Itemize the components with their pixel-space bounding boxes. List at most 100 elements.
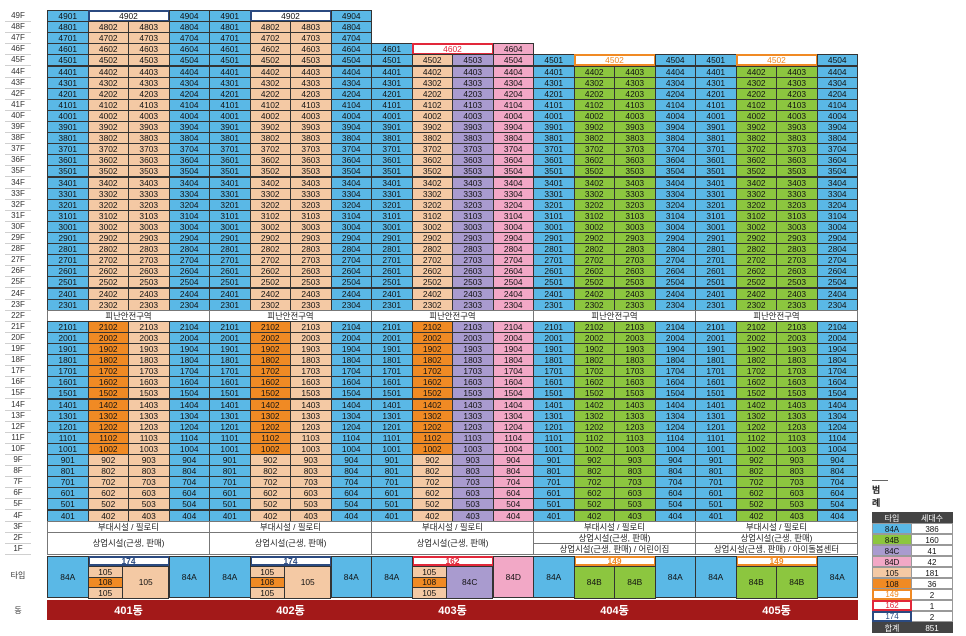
- floor-label: 23F: [5, 299, 31, 311]
- legend-total-count: 851: [912, 622, 953, 633]
- legend-count: 1: [912, 600, 953, 611]
- floor-label: 36F: [5, 154, 31, 167]
- legend-row: 162 1: [872, 600, 955, 611]
- legend-header: 타입 세대수: [872, 512, 955, 523]
- floor-label: 27F: [5, 254, 31, 267]
- floor-label: 3F: [5, 521, 31, 533]
- type-block[interactable]: 84A: [209, 555, 251, 598]
- floor-label: 22F: [5, 310, 31, 322]
- floor-label: 39F: [5, 121, 31, 133]
- legend-count: 2: [912, 589, 953, 600]
- floor-label: 40F: [5, 110, 31, 122]
- unit-cell[interactable]: 1404: [816, 398, 858, 411]
- dong-label[interactable]: 401동: [47, 599, 210, 620]
- dong-label[interactable]: 405동: [695, 599, 858, 620]
- legend-row: 84B 160: [872, 534, 955, 545]
- floor-label: 10F: [5, 443, 31, 455]
- type-block[interactable]: 84A: [330, 555, 372, 598]
- floor-label: 32F: [5, 199, 31, 211]
- floor-label: 46F: [5, 43, 31, 56]
- type-block[interactable]: 84B: [735, 565, 777, 599]
- floor-label: 41F: [5, 99, 31, 111]
- floor-label: 9F: [5, 454, 31, 466]
- type-block[interactable]: 84B: [614, 565, 656, 599]
- dong-label[interactable]: 403동: [371, 599, 534, 620]
- legend-type: 162: [872, 600, 912, 611]
- type-block[interactable]: 105: [411, 587, 447, 599]
- floor-label: 48F: [5, 21, 31, 34]
- floor-label: 29F: [5, 232, 31, 244]
- legend-header-count: 세대수: [912, 512, 953, 523]
- floor-label: 11F: [5, 432, 31, 444]
- floor-label: 4F: [5, 510, 31, 522]
- type-block[interactable]: 105: [283, 565, 332, 599]
- legend-row: 84C 41: [872, 545, 955, 556]
- type-block[interactable]: 84A: [533, 555, 575, 598]
- floor-label: 2F: [5, 532, 31, 544]
- type-header[interactable]: 174: [249, 555, 332, 566]
- floor-label: 14F: [5, 399, 31, 411]
- floor-label: 6F: [5, 487, 31, 500]
- unit-cell-special[interactable]: 4502: [735, 54, 818, 67]
- type-block[interactable]: 105: [87, 587, 123, 599]
- type-block[interactable]: 84B: [776, 565, 818, 599]
- type-block[interactable]: 84C: [445, 565, 494, 599]
- floor-label: 21F: [5, 321, 31, 333]
- floor-label: 43F: [5, 77, 31, 89]
- legend-title: 범례: [872, 480, 888, 509]
- type-header[interactable]: 149: [573, 555, 656, 566]
- floor-label: 30F: [5, 221, 31, 233]
- unit-cell-special[interactable]: 4602: [411, 43, 494, 56]
- commercial-floors: 상업시설(근생, 판매): [371, 531, 534, 555]
- type-block[interactable]: 84A: [654, 555, 696, 598]
- type-block[interactable]: 84A: [371, 555, 413, 598]
- floor-label: 45F: [5, 54, 31, 67]
- type-header[interactable]: 162: [411, 555, 494, 566]
- legend-total-label: 합계: [872, 622, 912, 633]
- floor-label: 42F: [5, 88, 31, 100]
- unit-cell[interactable]: 4404: [816, 65, 858, 78]
- floor-label: 34F: [5, 177, 31, 189]
- type-block[interactable]: 84B: [573, 565, 615, 599]
- legend-type: 174: [872, 611, 912, 622]
- legend-count: 181: [912, 567, 953, 578]
- floor-label: 18F: [5, 354, 31, 367]
- floor-label: 26F: [5, 265, 31, 278]
- legend-total: 합계 851: [872, 622, 955, 633]
- floor-label: 49F: [5, 10, 31, 22]
- type-block[interactable]: 84A: [695, 555, 737, 598]
- legend-row: 174 2: [872, 611, 955, 622]
- type-block[interactable]: 84D: [492, 555, 534, 598]
- type-block[interactable]: 105: [121, 565, 170, 599]
- unit-cell[interactable]: 4604: [492, 43, 534, 56]
- floor-label: 28F: [5, 243, 31, 256]
- type-block[interactable]: 84A: [816, 555, 858, 598]
- legend-rows: 84A 386 84B 160 84C 41 84D 42 105 181 108 36 149 2 162…: [872, 523, 955, 622]
- commercial-floors: 상업시설(근생, 판매): [209, 531, 372, 555]
- floor-label: 24F: [5, 288, 31, 300]
- type-block[interactable]: 84A: [47, 555, 89, 598]
- legend-type: 149: [872, 589, 912, 600]
- legend-type: 108: [872, 578, 912, 589]
- dong-label[interactable]: 404동: [533, 599, 696, 620]
- dong-label[interactable]: 402동: [209, 599, 372, 620]
- floor-label: 47F: [5, 32, 31, 45]
- legend-count: 2: [912, 611, 953, 622]
- type-header[interactable]: 149: [735, 555, 818, 566]
- legend-row: 84D 42: [872, 556, 955, 567]
- floor-label: 7F: [5, 476, 31, 489]
- commercial-floor-1f: 상업시설(근생, 판매) / 아이돌봄센터: [695, 542, 858, 555]
- floor-label: 31F: [5, 210, 31, 222]
- legend-count: 386: [912, 523, 953, 534]
- floor-label: 1F: [5, 543, 31, 555]
- type-header[interactable]: 174: [87, 555, 170, 566]
- floor-label-type: 타입: [10, 570, 26, 580]
- floor-label: 16F: [5, 376, 31, 389]
- legend-row: 84A 386: [872, 523, 955, 534]
- type-block[interactable]: 105: [249, 587, 285, 599]
- type-block[interactable]: 84A: [168, 555, 210, 598]
- unit-cell-special[interactable]: 4502: [573, 54, 656, 67]
- floor-label-dong: 동: [14, 605, 22, 615]
- legend-header-type: 타입: [872, 512, 912, 523]
- legend-row: 105 181: [872, 567, 955, 578]
